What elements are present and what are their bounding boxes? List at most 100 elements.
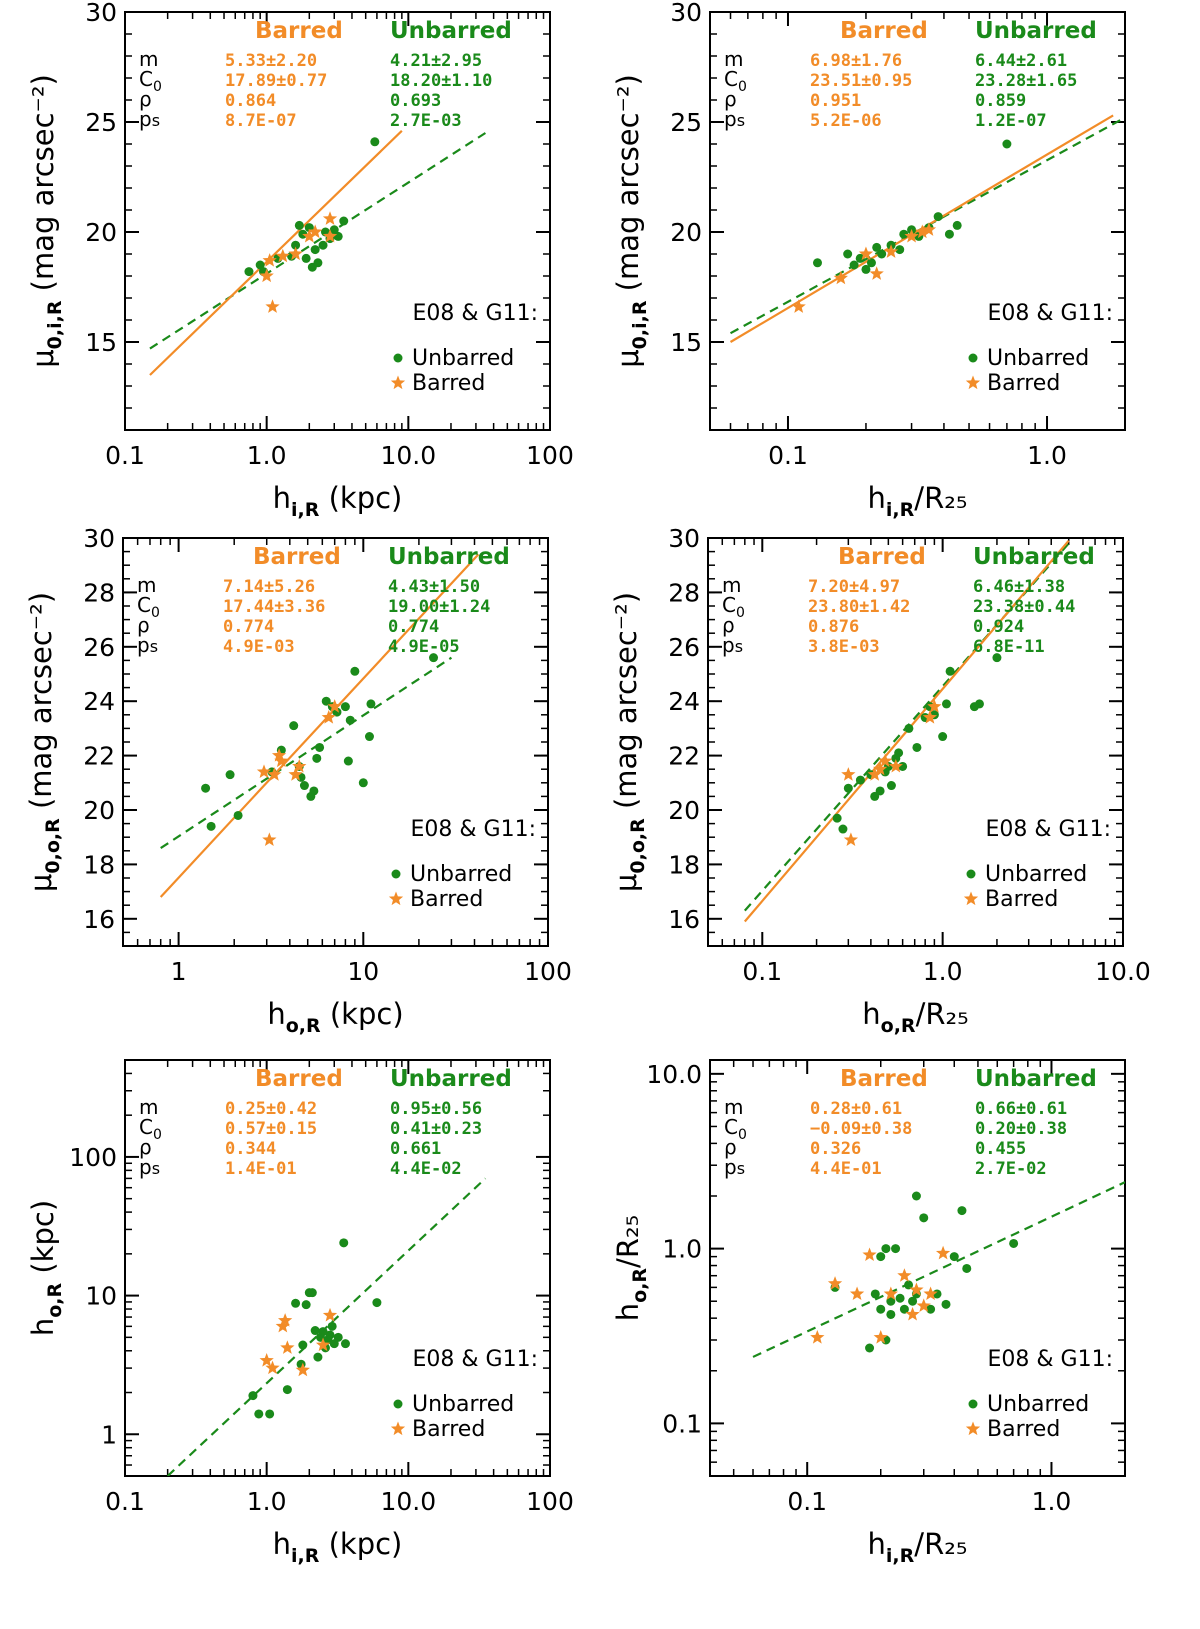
point-unbarred: [289, 721, 299, 731]
point-unbarred: [849, 260, 859, 270]
point-barred: [322, 211, 338, 225]
point-barred: [274, 753, 289, 768]
legend-marker-barred: [390, 1421, 406, 1436]
point-unbarred: [949, 1252, 959, 1262]
point-barred: [833, 270, 848, 285]
legend-title: E08 & G11:: [988, 301, 1114, 326]
point-barred: [843, 832, 859, 846]
point-barred: [256, 764, 272, 778]
legend-label-unbarred: Unbarred: [412, 346, 514, 371]
stat-value-barred: 0.774: [223, 617, 274, 637]
stat-value-unbarred: 0.41±0.23: [390, 1119, 482, 1139]
fit-line-unbarred: [166, 1177, 487, 1476]
point-unbarred: [866, 258, 876, 268]
x-tick-label: 10.0: [380, 441, 436, 470]
point-unbarred: [877, 249, 887, 259]
point-unbarred: [812, 258, 822, 268]
stat-value-unbarred: 0.693: [390, 91, 441, 111]
point-unbarred: [861, 264, 871, 274]
y-tick-label: 25: [85, 108, 117, 137]
legend-label-barred: Barred: [410, 887, 483, 912]
point-unbarred: [294, 220, 304, 230]
point-unbarred: [315, 742, 325, 752]
plot-area: [166, 1177, 487, 1476]
stat-value-unbarred: 0.859: [975, 91, 1026, 111]
stat-value-unbarred: 6.8E-11: [973, 637, 1045, 657]
point-unbarred: [886, 1309, 896, 1319]
point-unbarred: [904, 723, 914, 733]
point-unbarred: [957, 1206, 967, 1216]
plot-area: [729, 114, 1125, 343]
y-axis-label: μ0,o,R (mag arcsec⁻²): [24, 592, 64, 892]
panel-p1: 0.1 1.0 10.0 100 15 20 25 30 hi,R (kpc) μ0,i,R (m…: [26, 0, 574, 521]
point-unbarred: [881, 1244, 891, 1254]
stat-value-unbarred: 0.774: [388, 617, 439, 637]
stat-value-barred: 5.2E-06: [810, 111, 882, 131]
x-tick-label: 1.0: [1032, 1487, 1072, 1516]
stats-header-unbarred: Unbarred: [388, 544, 510, 570]
point-barred: [905, 1306, 920, 1321]
x-tick-label: 100: [526, 441, 574, 470]
fit-line-unbarred: [752, 1181, 1125, 1358]
legend-marker-unbarred: [968, 1399, 978, 1409]
y-tick-label: 24: [83, 687, 115, 716]
point-barred: [873, 1330, 888, 1344]
stat-label: ρ: [724, 1135, 737, 1159]
point-unbarred: [908, 1296, 918, 1306]
point-unbarred: [299, 781, 309, 791]
point-unbarred: [974, 699, 984, 709]
x-tick-label: 0.1: [105, 441, 145, 470]
point-unbarred: [310, 245, 320, 255]
point-barred: [262, 832, 277, 846]
stat-label: m: [139, 1095, 158, 1119]
stat-value-barred: 7.14±5.26: [223, 577, 315, 597]
point-barred: [275, 1318, 290, 1333]
x-axis-label: hi,R (kpc): [273, 1527, 403, 1567]
y-tick-label: 22: [668, 742, 700, 771]
point-unbarred: [343, 756, 353, 766]
y-tick-label: 22: [83, 742, 115, 771]
point-unbarred: [318, 240, 328, 250]
plot-area: [149, 130, 487, 376]
point-barred: [315, 1337, 331, 1352]
legend-label-unbarred: Unbarred: [410, 862, 512, 887]
y-tick-label: 28: [83, 578, 115, 607]
point-unbarred: [894, 748, 904, 758]
point-barred: [921, 222, 937, 236]
stat-value-unbarred: 4.21±2.95: [390, 51, 482, 71]
point-unbarred: [886, 781, 896, 791]
legend-marker-unbarred: [393, 1399, 403, 1409]
point-barred: [321, 710, 336, 724]
point-unbarred: [366, 699, 376, 709]
point-unbarred: [832, 813, 842, 823]
stat-value-barred: 0.28±0.61: [810, 1099, 902, 1119]
point-unbarred: [265, 1409, 275, 1419]
stats-header-unbarred: Unbarred: [973, 544, 1095, 570]
x-tick-label: 0.1: [105, 1487, 145, 1516]
panel-p2: 0.1 1.0 15 20 25 30 hi,R/R₂₅ μ0,i,R (mag arcsec…: [611, 0, 1126, 521]
y-tick-label: 10.0: [646, 1060, 702, 1089]
stats-header-barred: Barred: [840, 1066, 928, 1092]
point-barred: [288, 767, 303, 781]
y-tick-label: 30: [85, 0, 117, 27]
y-tick-label: 20: [670, 218, 702, 247]
point-barred: [849, 1286, 865, 1301]
y-tick-label: 25: [670, 108, 702, 137]
point-barred: [265, 1360, 280, 1375]
x-tick-label: 10: [347, 957, 379, 986]
stat-value-barred: 17.44±3.36: [223, 597, 325, 617]
stat-label: ρ: [724, 87, 737, 111]
stat-value-barred: 23.80±1.42: [808, 597, 910, 617]
point-unbarred: [291, 240, 301, 250]
point-unbarred: [321, 696, 331, 706]
point-barred: [883, 244, 899, 258]
stat-value-barred: 0.864: [225, 91, 276, 111]
stat-value-unbarred: 18.20±1.10: [390, 71, 492, 91]
legend-marker-unbarred: [966, 869, 976, 879]
stats-header-unbarred: Unbarred: [390, 1066, 512, 1092]
y-tick-label: 10: [85, 1282, 117, 1311]
point-unbarred: [307, 1288, 317, 1298]
y-tick-label: 18: [83, 850, 115, 879]
point-unbarred: [875, 786, 885, 796]
